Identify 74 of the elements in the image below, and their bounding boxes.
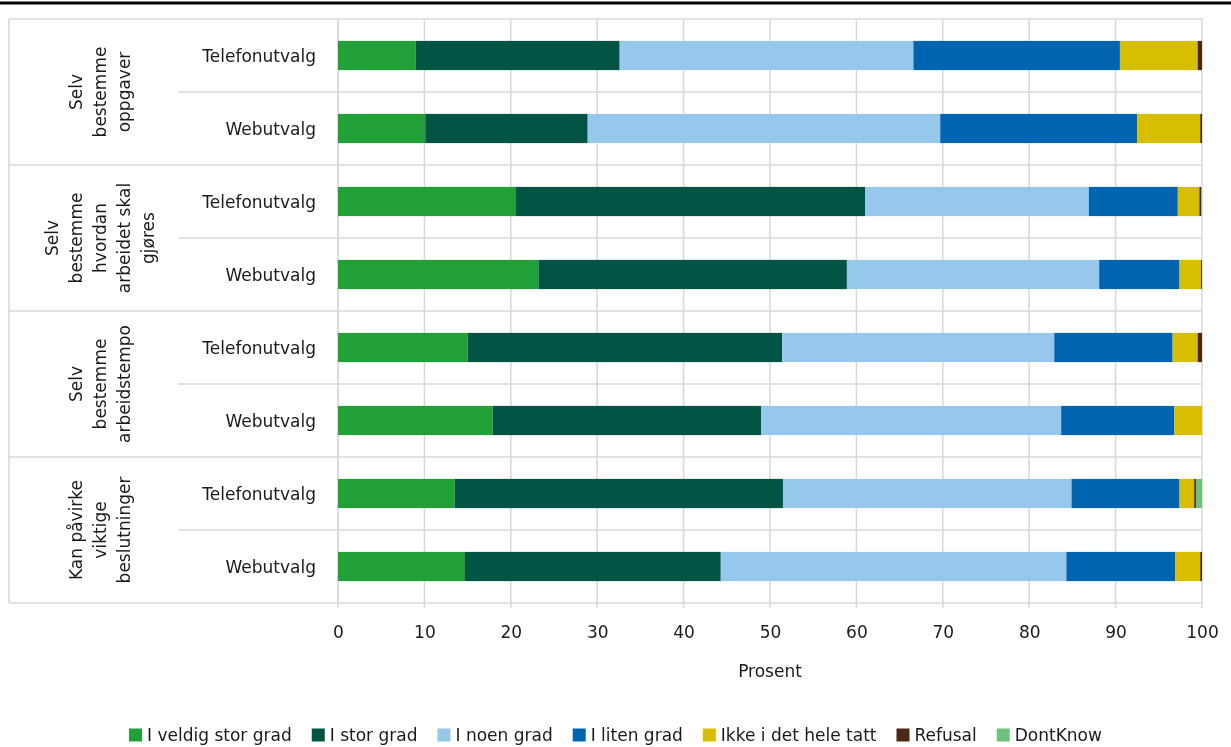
bar: [415, 40, 620, 71]
bar: [1177, 186, 1200, 217]
y-tick-label: Telefonutvalg: [201, 337, 316, 358]
bar: [454, 478, 783, 509]
bar: [338, 332, 468, 363]
bar: [782, 478, 1072, 509]
bar: [1071, 478, 1180, 509]
bar: [1179, 478, 1195, 509]
bar: [1061, 405, 1175, 436]
bar: [1174, 405, 1202, 436]
x-tick-label: 60: [846, 622, 868, 643]
bar: [720, 551, 1067, 582]
x-tick-label: 70: [932, 622, 955, 643]
bar: [515, 186, 866, 217]
bar: [1197, 40, 1202, 71]
bar: [1175, 551, 1201, 582]
bar: [338, 478, 455, 509]
legend-label: I stor grad: [329, 725, 418, 745]
legend-label: Refusal: [914, 725, 977, 745]
y-tick-label: Webutvalg: [225, 118, 316, 139]
legend-label: I noen grad: [455, 725, 553, 745]
y-tick-label: Webutvalg: [225, 410, 316, 431]
bar: [1137, 113, 1201, 144]
bar: [619, 40, 914, 71]
y-tick-label: Telefonutvalg: [201, 191, 316, 212]
y-tick-label: Telefonutvalg: [201, 45, 316, 66]
bar: [1066, 551, 1176, 582]
bar: [338, 113, 426, 144]
bar: [425, 113, 588, 144]
bar: [846, 259, 1100, 290]
bar: [338, 259, 539, 290]
legend-label: Ikke i det hele tatt: [720, 725, 877, 745]
x-tick-label: 50: [759, 622, 782, 643]
bar: [338, 40, 416, 71]
bar: [913, 40, 1120, 71]
bar: [338, 186, 516, 217]
bar: [865, 186, 1089, 217]
bar: [587, 113, 941, 144]
text: Selv bestemme hvordan arbeidet skal gjøres: [42, 182, 158, 294]
y-tick-label: Telefonutvalg: [201, 483, 316, 504]
bar: [940, 113, 1138, 144]
bar: [1172, 332, 1198, 363]
text: Selv bestemme oppgaver: [66, 46, 134, 138]
bar: [1054, 332, 1173, 363]
x-tick-label: 20: [500, 622, 523, 643]
x-tick-label: 100: [1186, 622, 1219, 643]
bar: [538, 259, 847, 290]
x-tick-label: 40: [673, 622, 695, 643]
bar: [1088, 186, 1178, 217]
bar: [338, 551, 466, 582]
x-tick-label: 80: [1018, 622, 1041, 643]
legend-label: I liten grad: [590, 725, 683, 745]
bar: [1119, 40, 1198, 71]
legend-label: I veldig stor grad: [147, 725, 292, 745]
bar: [1195, 478, 1202, 509]
text: Kan påvirke viktige beslutninger: [66, 476, 134, 584]
y-tick-label: Webutvalg: [225, 556, 316, 577]
x-tick-label: 30: [586, 622, 609, 643]
bar: [465, 551, 721, 582]
text: Selv bestemme arbeidstempo: [66, 325, 134, 443]
bar: [782, 332, 1055, 363]
bar: [492, 405, 762, 436]
x-tick-label: 0: [333, 622, 344, 643]
legend-label: DontKnow: [1014, 725, 1103, 745]
bar: [761, 405, 1062, 436]
bar: [1099, 259, 1180, 290]
bar: [338, 405, 493, 436]
bar: [1179, 259, 1202, 290]
x-tick-label: 10: [414, 622, 436, 643]
bar: [467, 332, 783, 363]
bar: [1197, 332, 1202, 363]
x-axis-title: Prosent: [738, 661, 803, 681]
y-tick-label: Webutvalg: [225, 264, 316, 285]
x-tick-label: 90: [1105, 622, 1127, 643]
